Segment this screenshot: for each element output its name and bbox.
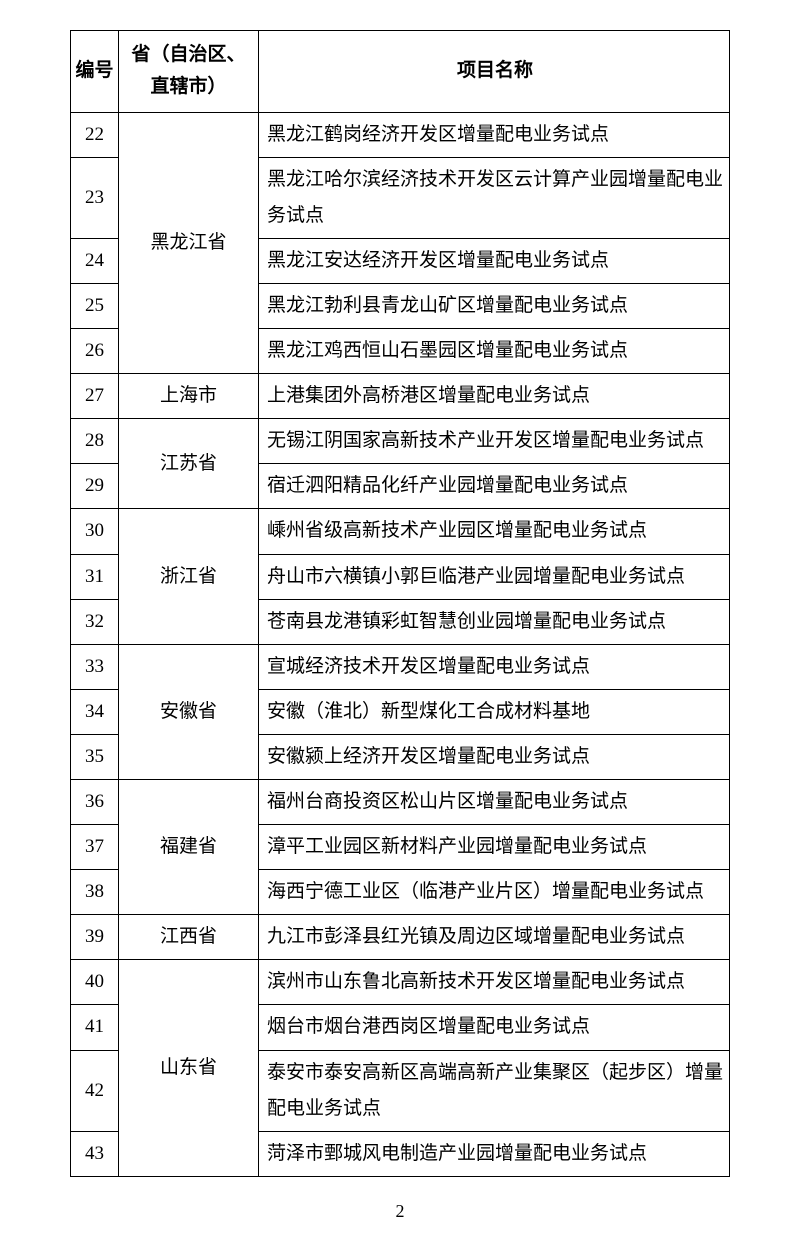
cell-num: 29 [71,464,119,509]
table-row: 28江苏省无锡江阴国家高新技术产业开发区增量配电业务试点 [71,419,730,464]
table-header-row: 编号 省（自治区、直辖市） 项目名称 [71,31,730,113]
cell-name: 福州台商投资区松山片区增量配电业务试点 [259,780,730,825]
table-row: 39江西省九江市彭泽县红光镇及周边区域增量配电业务试点 [71,915,730,960]
cell-num: 36 [71,780,119,825]
cell-num: 33 [71,644,119,689]
table-row: 30浙江省嵊州省级高新技术产业园区增量配电业务试点 [71,509,730,554]
cell-num: 26 [71,329,119,374]
cell-num: 30 [71,509,119,554]
cell-province: 安徽省 [119,644,259,779]
cell-province: 山东省 [119,960,259,1176]
cell-num: 28 [71,419,119,464]
cell-name: 九江市彭泽县红光镇及周边区域增量配电业务试点 [259,915,730,960]
cell-province: 上海市 [119,374,259,419]
table-row: 33安徽省宣城经济技术开发区增量配电业务试点 [71,644,730,689]
cell-num: 31 [71,554,119,599]
cell-name: 苍南县龙港镇彩虹智慧创业园增量配电业务试点 [259,599,730,644]
table-row: 22黑龙江省黑龙江鹤岗经济开发区增量配电业务试点 [71,112,730,157]
cell-name: 海西宁德工业区（临港产业片区）增量配电业务试点 [259,870,730,915]
cell-name: 无锡江阴国家高新技术产业开发区增量配电业务试点 [259,419,730,464]
cell-province: 江苏省 [119,419,259,509]
cell-province: 黑龙江省 [119,112,259,374]
table-row: 40山东省滨州市山东鲁北高新技术开发区增量配电业务试点 [71,960,730,1005]
cell-name: 黑龙江鹤岗经济开发区增量配电业务试点 [259,112,730,157]
table-body: 22黑龙江省黑龙江鹤岗经济开发区增量配电业务试点23黑龙江哈尔滨经济技术开发区云… [71,112,730,1176]
cell-num: 27 [71,374,119,419]
header-num: 编号 [71,31,119,113]
cell-name: 黑龙江安达经济开发区增量配电业务试点 [259,238,730,283]
cell-name: 安徽颍上经济开发区增量配电业务试点 [259,734,730,779]
cell-num: 39 [71,915,119,960]
cell-name: 上港集团外高桥港区增量配电业务试点 [259,374,730,419]
cell-name: 黑龙江勃利县青龙山矿区增量配电业务试点 [259,283,730,328]
cell-name: 漳平工业园区新材料产业园增量配电业务试点 [259,825,730,870]
cell-name: 菏泽市鄄城风电制造产业园增量配电业务试点 [259,1131,730,1176]
cell-name: 黑龙江鸡西恒山石墨园区增量配电业务试点 [259,329,730,374]
cell-name: 宣城经济技术开发区增量配电业务试点 [259,644,730,689]
cell-name: 滨州市山东鲁北高新技术开发区增量配电业务试点 [259,960,730,1005]
cell-name: 嵊州省级高新技术产业园区增量配电业务试点 [259,509,730,554]
cell-name: 宿迁泗阳精品化纤产业园增量配电业务试点 [259,464,730,509]
cell-num: 43 [71,1131,119,1176]
cell-name: 安徽（淮北）新型煤化工合成材料基地 [259,689,730,734]
cell-num: 42 [71,1050,119,1131]
cell-province: 江西省 [119,915,259,960]
table-row: 36福建省福州台商投资区松山片区增量配电业务试点 [71,780,730,825]
cell-num: 40 [71,960,119,1005]
cell-province: 福建省 [119,780,259,915]
cell-name: 舟山市六横镇小郭巨临港产业园增量配电业务试点 [259,554,730,599]
cell-num: 24 [71,238,119,283]
cell-name: 黑龙江哈尔滨经济技术开发区云计算产业园增量配电业务试点 [259,157,730,238]
cell-name: 泰安市泰安高新区高端高新产业集聚区（起步区）增量配电业务试点 [259,1050,730,1131]
cell-num: 22 [71,112,119,157]
cell-num: 25 [71,283,119,328]
cell-num: 32 [71,599,119,644]
cell-num: 41 [71,1005,119,1050]
cell-num: 37 [71,825,119,870]
page-number: 2 [70,1201,730,1222]
header-province: 省（自治区、直辖市） [119,31,259,113]
document-page: 编号 省（自治区、直辖市） 项目名称 22黑龙江省黑龙江鹤岗经济开发区增量配电业… [0,0,800,1242]
project-table: 编号 省（自治区、直辖市） 项目名称 22黑龙江省黑龙江鹤岗经济开发区增量配电业… [70,30,730,1177]
cell-num: 38 [71,870,119,915]
header-name: 项目名称 [259,31,730,113]
cell-num: 35 [71,734,119,779]
cell-num: 34 [71,689,119,734]
table-row: 27上海市上港集团外高桥港区增量配电业务试点 [71,374,730,419]
cell-province: 浙江省 [119,509,259,644]
cell-name: 烟台市烟台港西岗区增量配电业务试点 [259,1005,730,1050]
cell-num: 23 [71,157,119,238]
